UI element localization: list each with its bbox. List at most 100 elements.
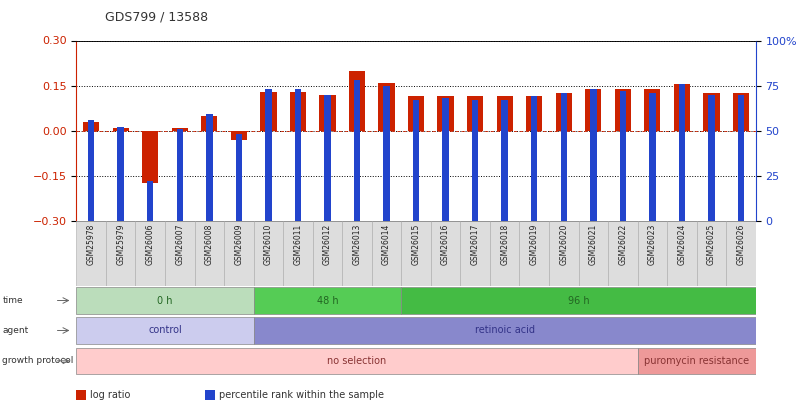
Bar — [177, 129, 183, 221]
Bar — [437, 96, 453, 130]
Text: GSM26017: GSM26017 — [470, 223, 479, 265]
Text: retinoic acid: retinoic acid — [474, 326, 534, 335]
Bar — [112, 128, 128, 130]
Bar — [578, 221, 607, 286]
Text: time: time — [2, 296, 23, 305]
Text: GSM26007: GSM26007 — [175, 223, 184, 265]
Bar — [401, 288, 755, 313]
Bar — [442, 98, 448, 221]
Bar — [519, 221, 548, 286]
Bar — [349, 70, 365, 130]
Bar — [489, 221, 519, 286]
Bar — [383, 85, 389, 221]
Bar — [171, 128, 188, 130]
Bar — [371, 221, 401, 286]
Bar — [614, 89, 630, 130]
Text: GDS799 / 13588: GDS799 / 13588 — [104, 10, 207, 23]
Bar — [501, 100, 507, 221]
Bar — [496, 96, 512, 130]
Bar — [643, 89, 660, 130]
Bar — [142, 130, 158, 183]
Bar — [648, 93, 654, 221]
Bar — [76, 288, 253, 313]
Text: GSM26024: GSM26024 — [677, 223, 686, 265]
Text: 96 h: 96 h — [567, 296, 589, 305]
Text: percentile rank within the sample: percentile rank within the sample — [218, 390, 383, 400]
Text: 48 h: 48 h — [316, 296, 338, 305]
Text: GSM26023: GSM26023 — [647, 223, 656, 265]
Bar — [678, 84, 684, 221]
Bar — [265, 89, 271, 221]
Text: 0 h: 0 h — [157, 296, 173, 305]
Bar — [707, 95, 714, 221]
Bar — [589, 89, 596, 221]
Bar — [725, 221, 755, 286]
Text: GSM26018: GSM26018 — [499, 223, 508, 264]
Text: growth protocol: growth protocol — [2, 356, 74, 365]
Bar — [585, 89, 601, 130]
Bar — [312, 221, 342, 286]
Text: control: control — [148, 326, 181, 335]
Bar — [407, 96, 424, 130]
Bar — [412, 100, 419, 221]
Bar — [260, 92, 276, 130]
Bar — [378, 83, 394, 130]
Text: GSM26013: GSM26013 — [352, 223, 361, 265]
Text: GSM26014: GSM26014 — [381, 223, 390, 265]
Bar — [283, 221, 312, 286]
Text: GSM26020: GSM26020 — [559, 223, 568, 265]
Text: agent: agent — [2, 326, 29, 335]
Bar — [637, 221, 666, 286]
Bar — [76, 318, 253, 343]
Bar — [637, 348, 755, 374]
Bar — [83, 122, 99, 130]
Bar — [147, 181, 153, 221]
Bar — [548, 221, 578, 286]
Text: GSM26022: GSM26022 — [618, 223, 626, 264]
Bar — [194, 221, 224, 286]
Bar — [253, 288, 401, 313]
Bar — [201, 115, 217, 130]
Text: GSM26015: GSM26015 — [411, 223, 420, 265]
Bar — [324, 95, 330, 221]
Bar — [430, 221, 460, 286]
Bar — [135, 221, 165, 286]
Text: puromycin resistance: puromycin resistance — [643, 356, 748, 366]
Bar — [117, 127, 124, 221]
Text: GSM26011: GSM26011 — [293, 223, 302, 264]
Bar — [319, 95, 335, 130]
Text: GSM25978: GSM25978 — [87, 223, 96, 265]
Bar — [224, 221, 253, 286]
Bar — [88, 120, 94, 221]
Text: GSM26006: GSM26006 — [145, 223, 154, 265]
Text: GSM26008: GSM26008 — [205, 223, 214, 265]
Bar — [353, 80, 360, 221]
Bar — [76, 221, 106, 286]
Bar — [253, 318, 755, 343]
Text: GSM26021: GSM26021 — [588, 223, 597, 264]
Text: GSM26025: GSM26025 — [706, 223, 715, 265]
Bar — [467, 96, 483, 130]
Bar — [76, 348, 637, 374]
Text: GSM26010: GSM26010 — [263, 223, 272, 265]
Bar — [235, 134, 242, 221]
Bar — [666, 221, 696, 286]
Text: log ratio: log ratio — [90, 390, 130, 400]
Bar — [165, 221, 194, 286]
Text: GSM26009: GSM26009 — [234, 223, 243, 265]
Bar — [607, 221, 637, 286]
Bar — [555, 93, 571, 130]
Bar — [732, 93, 748, 130]
Text: GSM25979: GSM25979 — [116, 223, 125, 265]
Bar — [471, 100, 478, 221]
Bar — [253, 221, 283, 286]
Text: GSM26012: GSM26012 — [323, 223, 332, 264]
Text: GSM26016: GSM26016 — [441, 223, 450, 265]
Bar — [530, 96, 536, 221]
Bar — [619, 91, 626, 221]
Text: GSM26026: GSM26026 — [736, 223, 744, 265]
Bar — [460, 221, 489, 286]
Bar — [230, 130, 247, 140]
Bar — [525, 96, 542, 130]
Bar — [342, 221, 371, 286]
